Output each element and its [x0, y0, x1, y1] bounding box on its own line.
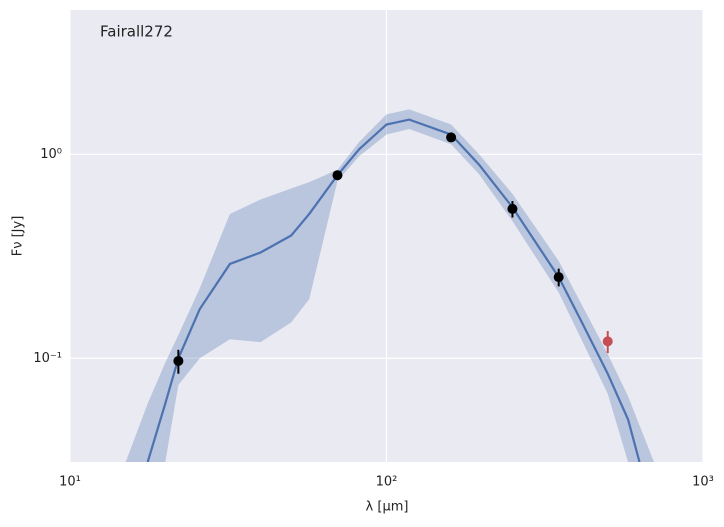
plot — [125, 109, 654, 462]
model-line — [146, 118, 641, 462]
x-axis-label: λ [μm] — [366, 500, 409, 515]
x-tick-label: 10³ — [692, 475, 714, 490]
y-tick-label: 10⁻¹ — [33, 351, 62, 366]
data-point — [446, 132, 457, 143]
x-tick-label: 10¹ — [59, 475, 81, 490]
data-point — [553, 272, 564, 283]
annotation: Fairall272 — [100, 23, 173, 41]
y-tick-label: 10⁰ — [40, 147, 62, 162]
y-axis-label: Fν [Jy] — [11, 216, 26, 257]
data-point — [332, 170, 343, 181]
data-point — [507, 203, 518, 214]
labels: 10¹ 10² 10³ 10⁻¹ 10⁰ — [33, 147, 714, 490]
x-tick-label: 10² — [376, 475, 398, 490]
uncertainty-band — [125, 109, 654, 462]
data-point — [602, 336, 613, 347]
data-point — [173, 355, 184, 366]
